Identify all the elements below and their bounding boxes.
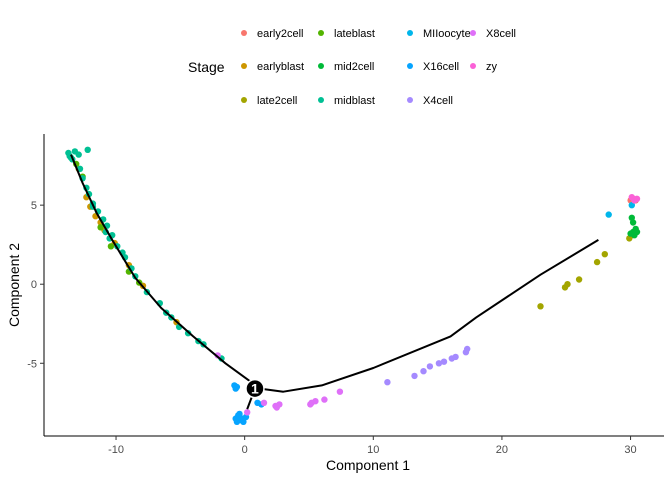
legend-label-midblast: midblast [334, 95, 375, 107]
point-x4cell [452, 353, 459, 361]
legend-key-x4cell [407, 97, 413, 103]
legend-key-lateblast [318, 30, 324, 36]
point-x16cell [240, 418, 247, 425]
point-x16cell [236, 410, 243, 418]
legend-key-early2cell [241, 30, 247, 36]
series-earlyblast [75, 165, 180, 326]
point-zy [628, 194, 635, 201]
point-x8cell [273, 404, 280, 411]
legend-key-midblast [318, 97, 324, 103]
x-tick-label: 20 [496, 444, 508, 456]
legend-item-earlyblast: earlyblast [241, 61, 304, 73]
axes: Component 1 Component 2 -10 0 10 20 30 -5 0 5 [6, 134, 664, 473]
legend-title: Stage [188, 59, 225, 75]
series-x4cell [384, 345, 471, 386]
legend-item-miioocyte: MIIoocyte [407, 28, 471, 40]
point-x8cell [308, 399, 315, 406]
y-tick-label: 0 [31, 279, 37, 291]
point-mid2cell [631, 232, 638, 239]
point-x8cell [336, 388, 344, 395]
point-miioocyte [605, 211, 612, 218]
legend-label-miioocyte: MIIoocyte [423, 28, 471, 40]
legend-item-x16cell: X16cell [407, 61, 459, 73]
point-mid2cell [629, 219, 637, 226]
x-tick-label: -10 [108, 444, 124, 456]
x-tick-label: 0 [242, 444, 248, 456]
point-x4cell [440, 358, 448, 365]
legend-item-zy: zy [470, 61, 498, 73]
legend-label-earlyblast: earlyblast [257, 61, 304, 73]
branch-node-label: 1 [251, 381, 259, 397]
point-x4cell [411, 372, 418, 380]
legend-label-early2cell: early2cell [257, 28, 303, 40]
y-tick-label: -5 [27, 358, 37, 370]
legend-item-lateblast: lateblast [318, 28, 375, 40]
legend-item-late2cell: late2cell [241, 95, 297, 107]
x-axis-title: Component 1 [326, 457, 410, 473]
legend-key-x16cell [407, 63, 413, 69]
legend-label-mid2cell: mid2cell [334, 61, 374, 73]
point-midblast [75, 151, 82, 158]
branch-node-circle [245, 378, 265, 399]
legend-item-early2cell: early2cell [241, 28, 303, 40]
point-x4cell [426, 363, 434, 370]
legend-item-x4cell: X4cell [407, 95, 453, 107]
legend-item-mid2cell: mid2cell [318, 61, 374, 73]
series-mid2cell [627, 214, 641, 239]
series-x8cell [214, 352, 344, 416]
trajectory-layer: 1 [70, 154, 599, 410]
point-lateblast [97, 224, 104, 231]
point-x4cell [464, 345, 471, 353]
legend-label-x16cell: X16cell [423, 61, 459, 73]
points-layer [65, 146, 641, 425]
point-late2cell [601, 251, 608, 258]
series-late2cell [537, 232, 635, 310]
point-x8cell [244, 409, 251, 416]
point-x16cell [233, 383, 241, 391]
series-midblast [65, 146, 225, 362]
legend-label-x4cell: X4cell [423, 95, 453, 107]
point-x4cell [384, 379, 391, 386]
series-zy [628, 194, 641, 204]
point-x4cell [420, 368, 427, 375]
legend-key-earlyblast [241, 63, 247, 69]
legend-item-x8cell: X8cell [470, 28, 516, 40]
legend-key-x8cell [470, 30, 476, 36]
legend-label-lateblast: lateblast [334, 28, 375, 40]
legend-label-x8cell: X8cell [486, 28, 516, 40]
legend-label-late2cell: late2cell [257, 95, 297, 107]
x-tick-label: 30 [624, 444, 636, 456]
point-x4cell [435, 360, 443, 367]
point-late2cell [564, 281, 571, 288]
y-axis-title: Component 2 [6, 243, 22, 327]
point-zy [633, 195, 641, 202]
point-x8cell [321, 396, 328, 403]
branch-node: 1 [245, 378, 265, 399]
legend-key-zy [470, 63, 476, 69]
legend-key-late2cell [241, 97, 247, 103]
point-lateblast [107, 243, 115, 250]
legend-key-miioocyte [407, 30, 413, 36]
point-miioocyte [628, 202, 635, 209]
point-late2cell [575, 276, 583, 283]
legend-key-mid2cell [318, 63, 324, 69]
legend-label-zy: zy [486, 61, 498, 73]
point-x16cell [232, 415, 239, 422]
legend-item-midblast: midblast [318, 95, 375, 107]
point-late2cell [537, 303, 544, 310]
point-x8cell [260, 399, 268, 406]
point-late2cell [593, 258, 601, 266]
series-miioocyte [605, 202, 635, 218]
point-midblast [84, 146, 91, 153]
trajectory-line [70, 154, 599, 393]
x-tick-label: 10 [367, 444, 379, 456]
legend: Stage early2cell earlyblast late2cell lateb… [188, 28, 516, 107]
series-x16cell [231, 382, 265, 425]
y-tick-label: 5 [31, 200, 37, 212]
